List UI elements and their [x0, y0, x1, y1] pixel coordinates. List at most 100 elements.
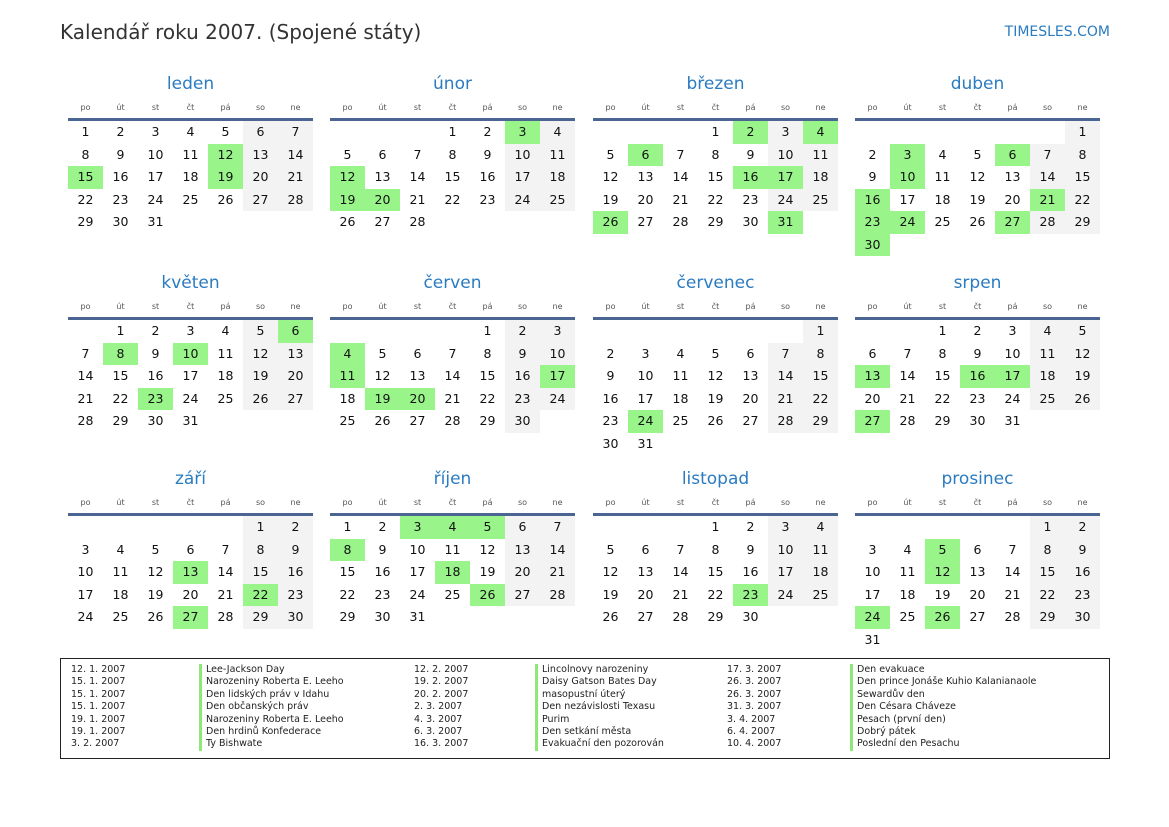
day-cell[interactable]: 18 — [182, 169, 199, 184]
day-cell[interactable]: 4 — [1030, 320, 1065, 343]
day-cell[interactable]: 24 — [505, 188, 540, 211]
day-cell[interactable]: 20 — [365, 188, 400, 211]
day-cell[interactable]: 11 — [803, 143, 838, 166]
day-cell[interactable]: 3 — [400, 516, 435, 539]
day-cell[interactable]: 27 — [855, 410, 890, 433]
day-cell[interactable]: 23 — [602, 413, 619, 428]
day-cell[interactable]: 3 — [151, 124, 160, 139]
day-cell[interactable]: 25 — [339, 413, 356, 428]
day-cell[interactable]: 3 — [81, 541, 90, 557]
day-cell[interactable]: 4 — [903, 541, 912, 557]
day-cell[interactable]: 8 — [330, 538, 365, 561]
day-cell[interactable]: 13 — [243, 143, 278, 166]
day-cell[interactable]: 30 — [969, 413, 986, 428]
day-cell[interactable]: 6 — [413, 345, 422, 361]
day-cell[interactable]: 8 — [938, 345, 947, 361]
day-cell[interactable]: 5 — [711, 345, 720, 361]
day-cell[interactable]: 18 — [899, 586, 916, 602]
day-cell[interactable]: 14 — [768, 365, 803, 388]
day-cell[interactable]: 24 — [77, 609, 94, 624]
day-cell[interactable]: 2 — [1065, 516, 1100, 539]
day-cell[interactable]: 19 — [969, 191, 986, 207]
day-cell[interactable]: 20 — [969, 586, 986, 602]
day-cell[interactable]: 25 — [217, 390, 234, 406]
day-cell[interactable]: 20 — [637, 191, 654, 207]
day-cell[interactable]: 15 — [479, 368, 496, 383]
day-cell[interactable]: 21 — [1030, 188, 1065, 211]
day-cell[interactable]: 3 — [540, 320, 575, 343]
day-cell[interactable]: 16 — [374, 564, 391, 579]
day-cell[interactable]: 5 — [925, 538, 960, 561]
day-cell[interactable]: 3 — [186, 323, 195, 338]
day-cell[interactable]: 9 — [746, 146, 755, 162]
day-cell[interactable]: 9 — [116, 146, 125, 162]
day-cell[interactable]: 11 — [330, 365, 365, 388]
day-cell[interactable]: 17 — [864, 586, 881, 602]
day-cell[interactable]: 13 — [637, 564, 654, 579]
day-cell[interactable]: 7 — [1008, 541, 1017, 557]
day-cell[interactable]: 2 — [151, 323, 160, 338]
day-cell[interactable]: 25 — [803, 188, 838, 211]
day-cell[interactable]: 24 — [147, 191, 164, 207]
day-cell[interactable]: 11 — [1030, 342, 1065, 365]
day-cell[interactable]: 26 — [1065, 387, 1100, 410]
day-cell[interactable]: 7 — [221, 541, 230, 557]
day-cell[interactable]: 11 — [803, 538, 838, 561]
day-cell[interactable]: 13 — [278, 342, 313, 365]
day-cell[interactable]: 9 — [973, 345, 982, 361]
day-cell[interactable]: 21 — [217, 586, 234, 602]
day-cell[interactable]: 13 — [969, 564, 986, 579]
day-cell[interactable]: 16 — [278, 561, 313, 584]
day-cell[interactable]: 10 — [890, 166, 925, 189]
day-cell[interactable]: 1 — [116, 323, 125, 338]
day-cell[interactable]: 7 — [278, 121, 313, 144]
day-cell[interactable]: 21 — [1004, 586, 1021, 602]
day-cell[interactable]: 18 — [672, 390, 689, 406]
day-cell[interactable]: 15 — [68, 166, 103, 189]
day-cell[interactable]: 5 — [343, 146, 352, 162]
day-cell[interactable]: 24 — [1004, 390, 1021, 406]
day-cell[interactable]: 26 — [339, 214, 356, 229]
day-cell[interactable]: 2 — [868, 146, 877, 162]
day-cell[interactable]: 25 — [803, 583, 838, 606]
day-cell[interactable]: 27 — [637, 214, 654, 229]
day-cell[interactable]: 26 — [707, 413, 724, 428]
day-cell[interactable]: 12 — [1065, 342, 1100, 365]
day-cell[interactable]: 10 — [409, 541, 426, 557]
day-cell[interactable]: 10 — [864, 564, 881, 579]
day-cell[interactable]: 15 — [803, 365, 838, 388]
day-cell[interactable]: 19 — [330, 188, 365, 211]
day-cell[interactable]: 12 — [208, 143, 243, 166]
day-cell[interactable]: 22 — [339, 586, 356, 602]
day-cell[interactable]: 6 — [995, 143, 1030, 166]
day-cell[interactable]: 18 — [435, 561, 470, 584]
day-cell[interactable]: 27 — [995, 211, 1030, 234]
day-cell[interactable]: 14 — [77, 368, 94, 383]
day-cell[interactable]: 6 — [186, 541, 195, 557]
day-cell[interactable]: 22 — [803, 387, 838, 410]
day-cell[interactable]: 31 — [1004, 413, 1021, 428]
day-cell[interactable]: 14 — [1030, 166, 1065, 189]
day-cell[interactable]: 29 — [934, 413, 951, 428]
day-cell[interactable]: 31 — [409, 609, 426, 624]
day-cell[interactable]: 17 — [540, 365, 575, 388]
day-cell[interactable]: 25 — [444, 586, 461, 602]
day-cell[interactable]: 24 — [768, 583, 803, 606]
day-cell[interactable]: 17 — [77, 586, 94, 602]
day-cell[interactable]: 8 — [711, 541, 720, 557]
day-cell[interactable]: 8 — [711, 146, 720, 162]
day-cell[interactable]: 10 — [637, 368, 654, 383]
day-cell[interactable]: 27 — [243, 188, 278, 211]
day-cell[interactable]: 2 — [483, 124, 492, 139]
day-cell[interactable]: 23 — [855, 211, 890, 234]
day-cell[interactable]: 9 — [746, 541, 755, 557]
day-cell[interactable]: 6 — [628, 143, 663, 166]
day-cell[interactable]: 25 — [540, 188, 575, 211]
day-cell[interactable]: 26 — [969, 214, 986, 229]
day-cell[interactable]: 21 — [899, 390, 916, 406]
day-cell[interactable]: 20 — [243, 166, 278, 189]
day-cell[interactable]: 15 — [112, 368, 129, 383]
day-cell[interactable]: 22 — [934, 390, 951, 406]
day-cell[interactable]: 8 — [803, 342, 838, 365]
day-cell[interactable]: 12 — [147, 564, 164, 579]
